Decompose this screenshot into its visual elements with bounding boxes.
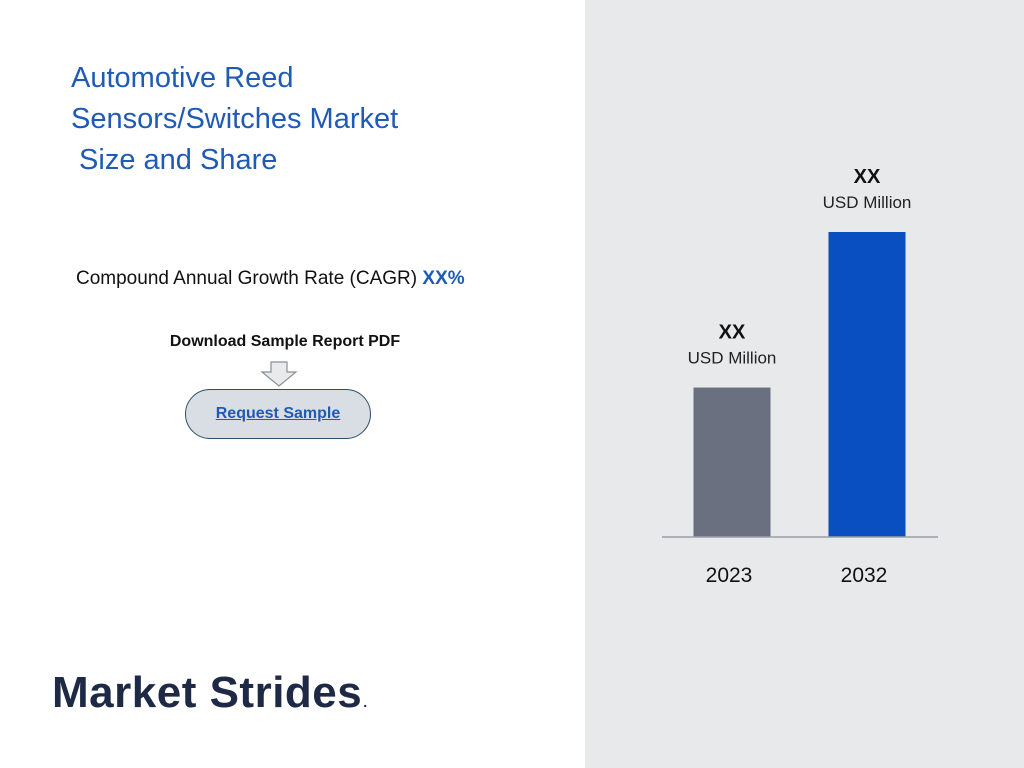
request-sample-button[interactable]: Request Sample <box>185 389 371 439</box>
logo-text: Market Strides <box>52 668 363 717</box>
title-line-2: Sensors/Switches Market <box>71 103 399 135</box>
cagr-value: XX% <box>422 268 465 289</box>
down-arrow-icon <box>260 361 298 387</box>
chart-panel <box>585 0 1024 768</box>
logo-dot: . <box>363 694 368 710</box>
bar-2032 <box>828 232 906 537</box>
market-strides-logo: Market Strides. <box>52 668 368 718</box>
title-line-3: Size and Share <box>71 144 278 176</box>
request-sample-link[interactable]: Request Sample <box>215 405 341 422</box>
page-title: Automotive Reed Sensors/Switches Market … <box>71 58 491 181</box>
cagr-text: Compound Annual Growth Rate (CAGR) XX% <box>76 268 465 290</box>
bar-2023 <box>693 387 771 537</box>
download-label: Download Sample Report PDF <box>169 333 401 350</box>
title-line-1: Automotive Reed <box>71 62 294 94</box>
cagr-label: Compound Annual Growth Rate (CAGR) <box>76 268 423 289</box>
